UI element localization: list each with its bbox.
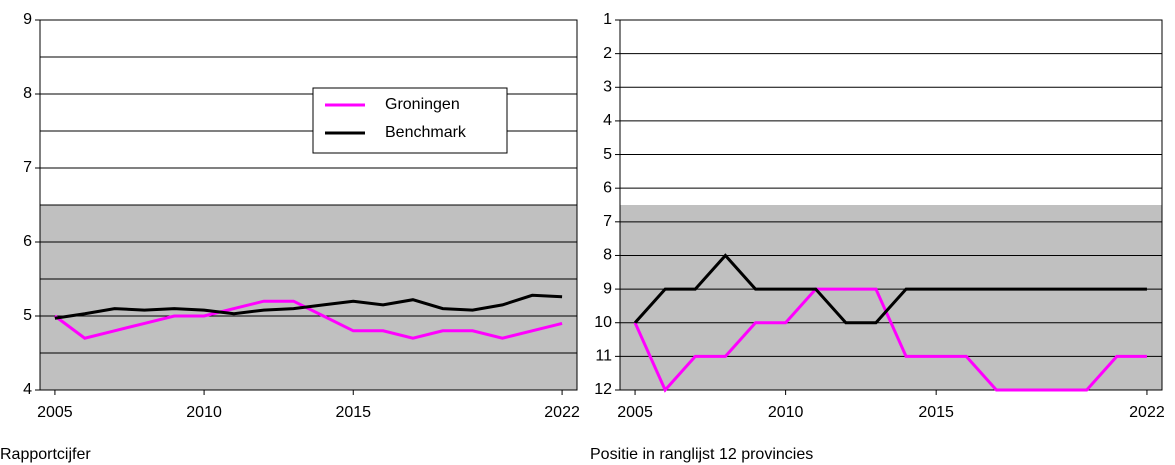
x-tick-label: 2005 xyxy=(37,404,73,421)
plot-frame xyxy=(619,19,1163,391)
y-tick-label: 8 xyxy=(23,85,32,102)
y-tick-label: 6 xyxy=(603,179,612,196)
series-line xyxy=(633,253,1147,325)
plot-frame xyxy=(39,19,578,391)
series-line xyxy=(54,293,563,320)
y-tick-label: 4 xyxy=(603,112,612,129)
y-tick-label: 7 xyxy=(23,159,32,176)
y-tick-label: 9 xyxy=(603,280,612,297)
y-tick-label: 4 xyxy=(23,381,32,398)
y-tick-label: 11 xyxy=(595,348,612,365)
y-tick-label: 6 xyxy=(23,233,32,250)
x-tick-label: 2022 xyxy=(1129,404,1165,421)
y-tick-label: 7 xyxy=(603,213,612,230)
y-tick-label: 3 xyxy=(603,78,612,95)
y-tick-label: 10 xyxy=(594,314,612,331)
y-tick-label: 8 xyxy=(603,247,612,264)
x-tick-label: 2015 xyxy=(918,404,954,421)
y-tick-label: 12 xyxy=(594,381,612,398)
y-tick-label: 1 xyxy=(603,11,612,28)
x-tick-label: 2005 xyxy=(617,404,653,421)
y-tick-label: 9 xyxy=(23,11,32,28)
series-line xyxy=(633,287,1147,393)
shaded-zone xyxy=(40,205,577,390)
x-tick-label: 2022 xyxy=(544,404,580,421)
shaded-zone xyxy=(620,205,1162,390)
x-axis-label: Rapportcijfer xyxy=(0,446,91,463)
y-tick-label: 2 xyxy=(603,45,612,62)
x-axis-label: Positie in ranglijst 12 provincies xyxy=(590,446,813,463)
legend-label: Benchmark xyxy=(385,124,467,141)
x-tick-label: 2010 xyxy=(768,404,804,421)
series-line xyxy=(54,299,563,340)
legend-box xyxy=(312,87,508,154)
x-tick-label: 2015 xyxy=(335,404,371,421)
legend-label: Groningen xyxy=(385,96,460,113)
x-tick-label: 2010 xyxy=(186,404,222,421)
y-tick-label: 5 xyxy=(603,146,612,163)
y-tick-label: 5 xyxy=(23,307,32,324)
